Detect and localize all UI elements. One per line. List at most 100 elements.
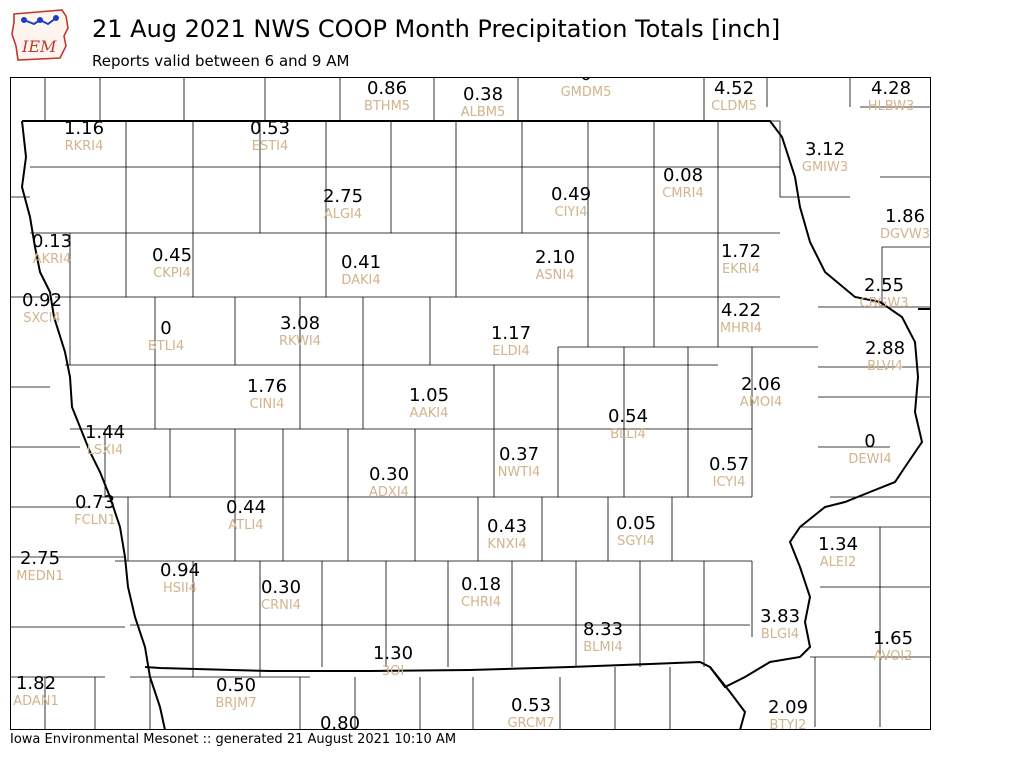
station-id: AMOI4 (740, 395, 782, 410)
station-value: 0.92 (22, 290, 62, 311)
station-id: BRJM7 (215, 696, 256, 711)
map-title: 21 Aug 2021 NWS COOP Month Precipitation… (92, 15, 781, 43)
station-id: ALBM5 (461, 105, 506, 120)
station-id: CLDM5 (711, 99, 757, 114)
station-value: 0.18 (461, 574, 501, 595)
station-value: 0.38 (463, 84, 503, 105)
station-id: ELDI4 (492, 344, 530, 359)
station-value: 0.30 (261, 577, 301, 598)
station-id: 3OI (382, 664, 404, 679)
station-value: 2.88 (865, 338, 905, 359)
station-id: BLVI4 (867, 359, 903, 374)
station-value: 0.53 (250, 118, 290, 139)
station-id: LSXI4 (87, 443, 124, 458)
station-value: 0.44 (226, 497, 266, 518)
station-value: 1.82 (16, 673, 56, 694)
station-id: HLBW3 (868, 99, 915, 114)
station-id: CBGW3 (860, 296, 909, 311)
station-id: AVOI2 (873, 649, 912, 664)
station-id: ADXI4 (369, 485, 409, 500)
station-value: 0.05 (616, 513, 656, 534)
station-id: FCLN1 (74, 513, 116, 528)
station-value: 1.34 (818, 534, 858, 555)
station-id: MEDN1 (16, 569, 63, 584)
station-value: 0 (160, 318, 171, 339)
station-value: 8.33 (583, 619, 623, 640)
station-id: GMIW3 (802, 160, 848, 175)
station-id: DGVW3 (880, 227, 930, 242)
station-id: NWTI4 (498, 465, 541, 480)
station-id: BTYI2 (770, 718, 807, 730)
station-id: CIYI4 (555, 205, 588, 220)
station-id: ADAN1 (13, 694, 59, 709)
station-id: BTLI4 (148, 339, 184, 354)
station-value: 1.86 (885, 206, 925, 227)
station-id: RKWI4 (279, 334, 321, 349)
svg-text:IEM: IEM (21, 37, 57, 56)
station-id: DEWI4 (848, 452, 891, 467)
station-gmdm5: 0GMDM5 (561, 77, 612, 100)
map-subtitle: Reports valid between 6 and 9 AM (92, 52, 350, 70)
station-id: ATLI4 (228, 518, 263, 533)
station-id: BLGI4 (761, 627, 799, 642)
station-id: ALGI4 (324, 207, 362, 222)
station-value: 0.30 (369, 464, 409, 485)
station-value: 4.28 (871, 78, 911, 99)
station-id: CKPI4 (153, 266, 191, 281)
station-id: HSII4 (163, 581, 197, 596)
station-value: 0.73 (75, 492, 115, 513)
footer-credit: Iowa Environmental Mesonet :: generated … (10, 732, 457, 747)
station-id: BLMI4 (583, 640, 622, 655)
station-id: BLLI4 (610, 427, 646, 442)
station-value: 4.52 (714, 78, 754, 99)
station-id: CHRI4 (461, 595, 501, 610)
station-value: 2.75 (323, 186, 363, 207)
station-id: SGYI4 (617, 534, 655, 549)
station-id: RKRI4 (65, 139, 104, 154)
station-value: 0.50 (216, 675, 256, 696)
station-id: ASNI4 (536, 268, 575, 283)
station-value: 0 (580, 77, 591, 85)
station-id: AAKI4 (410, 406, 449, 421)
station-id: AKRI4 (33, 252, 72, 267)
station-value: 1.65 (873, 628, 913, 649)
state-borders (20, 120, 931, 730)
station-value: 2.55 (864, 275, 904, 296)
station-value: 0.57 (709, 454, 749, 475)
